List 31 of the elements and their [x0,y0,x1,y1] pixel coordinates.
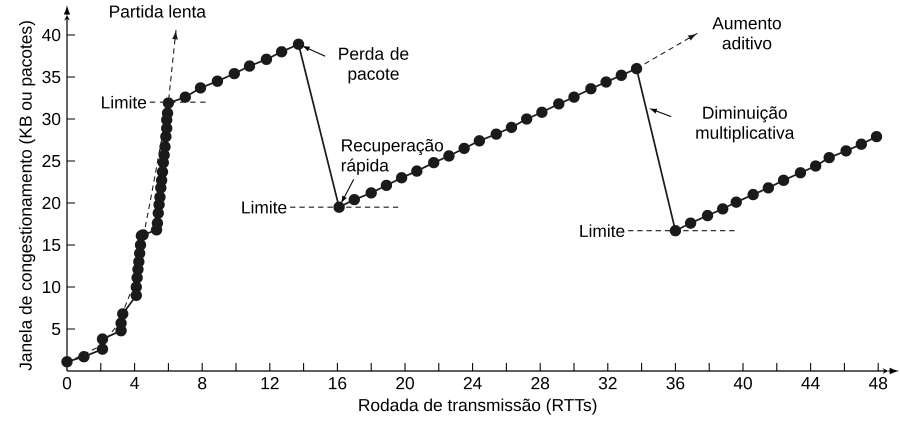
x-tick-label: 0 [62,377,72,390]
annotation: Limite [580,224,624,238]
y-tick-label: 10 [42,280,60,294]
annotation: Perda de pacote [339,47,408,84]
x-tick-label: 24 [464,377,482,390]
x-tick-label: 44 [801,377,820,389]
y-tick-label: 25 [42,154,60,168]
y-tick-label: 35 [42,70,60,84]
annotation: Limite [242,200,286,214]
annotation: Recuperação rápida [342,138,444,175]
annotation: Diminuição multiplicativa [696,106,794,142]
y-tick-label: 30 [42,112,60,126]
x-axis-title: Rodada de transmissão (RTTs) [359,398,596,415]
y-tick-label: 20 [42,196,60,210]
y-axis-title: Janela de congestionamento (KB ou pacotes) [19,21,36,371]
y-tick-label: 40 [42,28,60,42]
x-tick-label: 8 [198,377,206,390]
x-tick-label: 36 [666,377,684,390]
x-tick-label: 48 [868,377,888,390]
x-tick-label: 20 [396,377,414,390]
x-tick-label: 4 [130,377,139,389]
annotation: Partida lenta [110,4,206,18]
x-tick-label: 28 [531,377,550,390]
annotation: Aumento aditivo [712,17,781,50]
annotation: Limite [102,96,146,109]
x-tick-label: 40 [734,377,752,390]
x-tick-label: 12 [261,377,279,390]
x-tick-label: 32 [598,377,617,390]
y-tick-label: 5 [52,322,60,336]
y-tick-label: 15 [42,238,60,252]
x-tick-label: 16 [329,377,346,390]
